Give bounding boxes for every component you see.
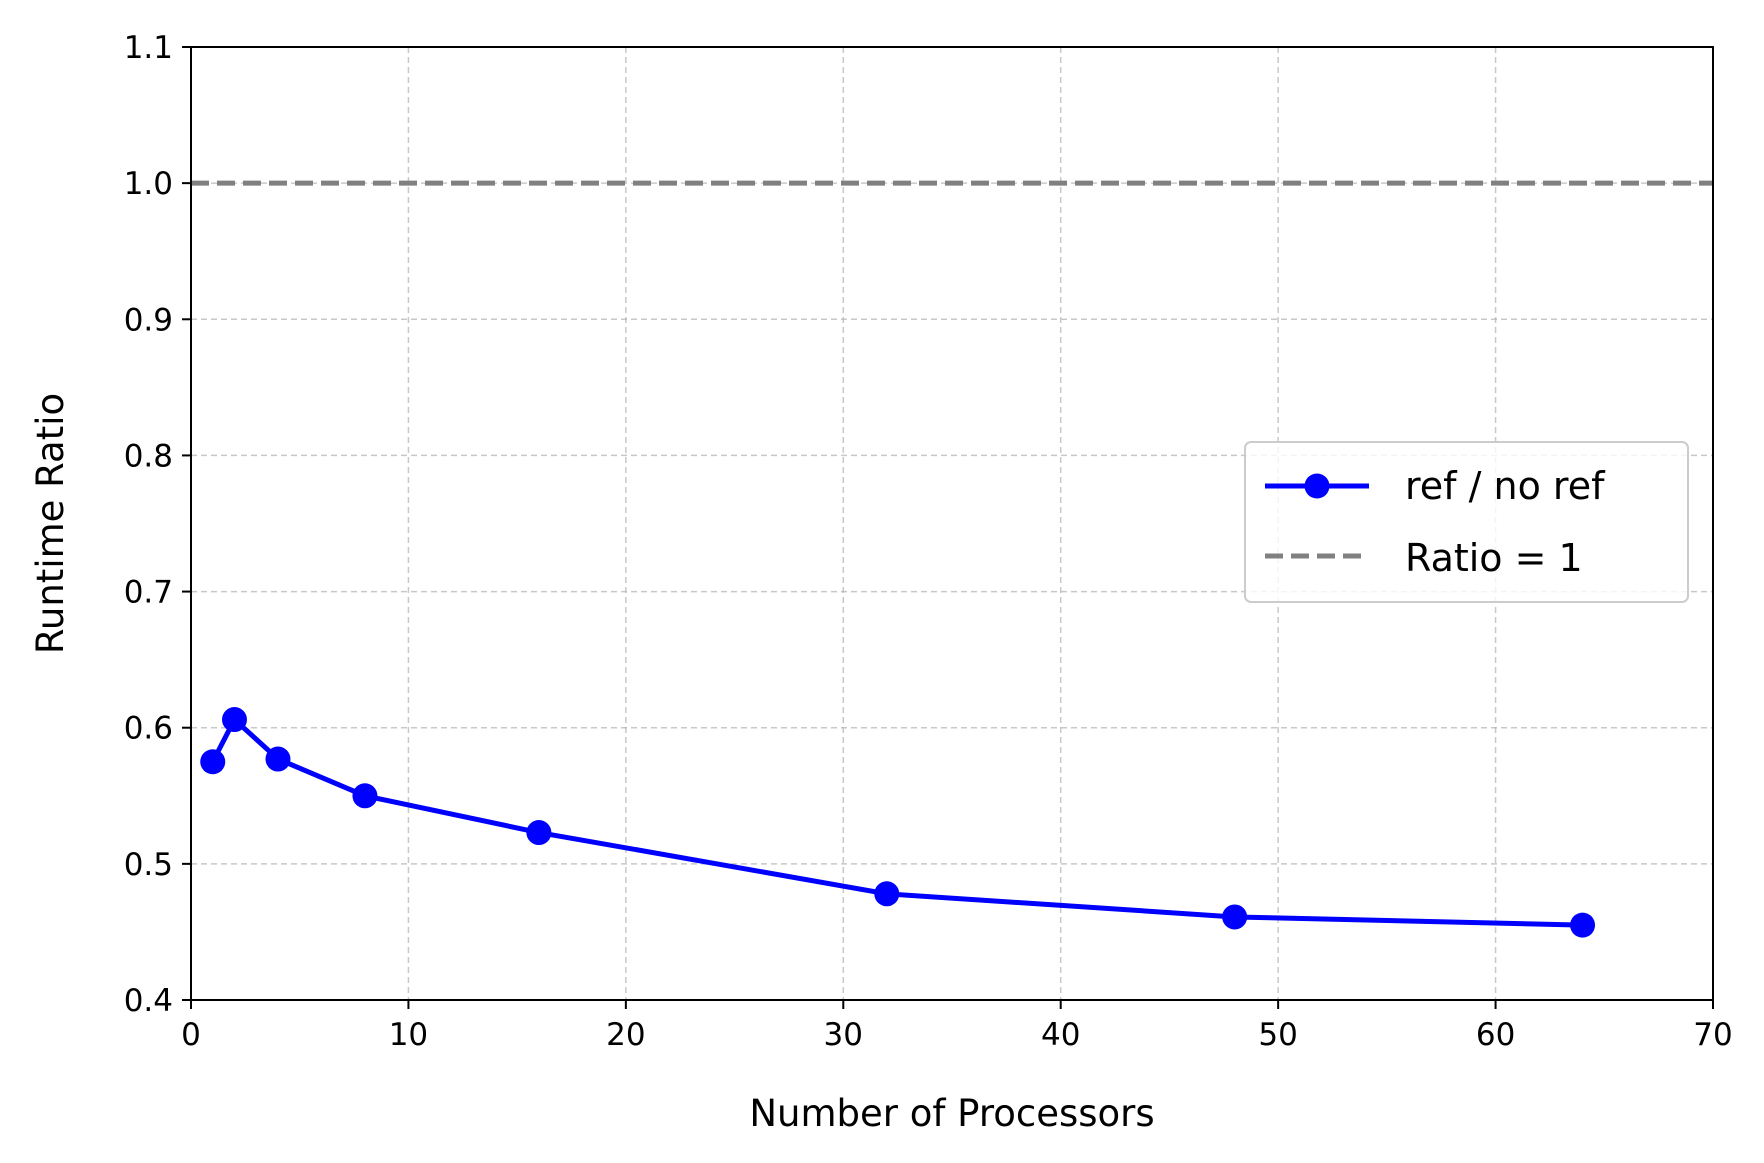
data-point-ref-no-ref xyxy=(874,881,900,907)
y-tick-label: 0.5 xyxy=(124,847,173,883)
data-point-ref-no-ref xyxy=(526,820,552,846)
y-tick-label: 1.0 xyxy=(124,166,173,202)
x-axis-label: Number of Processors xyxy=(749,1092,1154,1135)
x-tick-label: 50 xyxy=(1258,1017,1297,1053)
x-tick-label: 10 xyxy=(389,1017,428,1053)
y-tick-label: 1.1 xyxy=(124,30,173,66)
x-tick-label: 20 xyxy=(606,1017,645,1053)
legend-box xyxy=(1244,441,1689,603)
series-layer xyxy=(191,180,1713,938)
data-point-ref-no-ref xyxy=(200,749,226,775)
data-point-ref-no-ref xyxy=(1222,904,1248,930)
x-tick-label: 60 xyxy=(1476,1017,1515,1053)
plot-frame xyxy=(190,46,1714,1001)
data-point-ref-no-ref xyxy=(352,783,378,809)
x-tick-label: 70 xyxy=(1693,1017,1732,1053)
data-point-ref-no-ref xyxy=(221,707,247,733)
legend-marker-ref-no-ref xyxy=(1304,473,1330,499)
legend-label-ratio-1: Ratio = 1 xyxy=(1405,536,1583,580)
x-tick-label: 30 xyxy=(824,1017,863,1053)
y-tick-label: 0.9 xyxy=(124,302,173,338)
x-tick-label: 40 xyxy=(1041,1017,1080,1053)
data-point-ref-no-ref xyxy=(1570,912,1596,938)
x-tick-label: 0 xyxy=(181,1017,201,1053)
y-axis-label: Runtime Ratio xyxy=(29,393,72,654)
data-point-ref-no-ref xyxy=(265,746,291,772)
legend-label-ref-no-ref: ref / no ref xyxy=(1405,464,1606,508)
legend: ref / no ref Ratio = 1 xyxy=(1244,441,1689,603)
axis-ticks: 0 10 20 30 40 50 60 70 0.4 0.5 0.6 0.7 0.8 0.9 1.0 1.1 xyxy=(124,30,1733,1053)
y-tick-label: 0.4 xyxy=(124,983,173,1019)
y-tick-label: 0.7 xyxy=(124,575,173,611)
y-tick-label: 0.6 xyxy=(124,711,173,747)
y-tick-label: 0.8 xyxy=(124,438,173,474)
